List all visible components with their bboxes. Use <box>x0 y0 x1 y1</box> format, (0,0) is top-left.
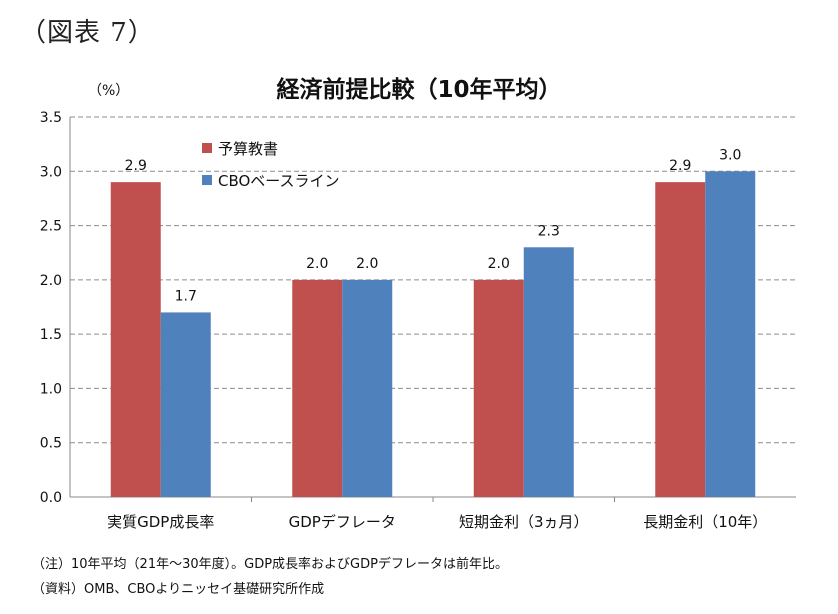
y-tick-label: 2.0 <box>40 273 62 289</box>
y-tick-label: 1.5 <box>40 327 62 343</box>
data-label: 2.0 <box>306 256 328 272</box>
data-label: 2.9 <box>125 158 147 174</box>
legend-label-cbo: CBOベースライン <box>218 172 340 190</box>
legend-swatch-budget <box>202 143 212 153</box>
bar-budget <box>655 182 706 497</box>
figure-label: （図表 7） <box>20 18 155 48</box>
y-tick-label: 2.5 <box>40 219 62 235</box>
data-label: 3.0 <box>719 147 741 163</box>
bar-cbo <box>523 247 574 497</box>
bar-cbo <box>160 312 211 497</box>
footnote-source: （資料）OMB、CBOよりニッセイ基礎研究所作成 <box>32 582 325 597</box>
footnotes: （注）10年平均（21年～30年度）。GDP成長率およびGDPデフレータは前年比… <box>32 552 508 602</box>
data-label: 2.9 <box>669 158 691 174</box>
x-tick-label: 実質GDP成長率 <box>107 513 214 531</box>
chart-title: 経済前提比較（10年平均） <box>276 77 562 103</box>
legend-swatch-cbo <box>202 175 212 185</box>
y-tick-label: 0.5 <box>40 436 62 452</box>
data-label: 2.3 <box>538 223 560 239</box>
data-label: 1.7 <box>175 288 197 304</box>
legend-label-budget: 予算教書 <box>218 140 278 158</box>
y-tick-label: 3.5 <box>40 110 62 126</box>
bar-cbo <box>342 279 393 497</box>
data-label: 2.0 <box>356 256 378 272</box>
bar-budget <box>110 182 161 497</box>
bar-budget <box>292 279 343 497</box>
x-tick-label: 短期金利（3ヵ月） <box>459 513 589 531</box>
y-tick-label: 0.0 <box>40 490 62 506</box>
footnote-note: （注）10年平均（21年～30年度）。GDP成長率およびGDPデフレータは前年比… <box>32 557 508 572</box>
x-tick-label: GDPデフレータ <box>289 513 396 531</box>
data-label: 2.0 <box>488 256 510 272</box>
y-axis-unit-label: （%） <box>88 83 130 99</box>
y-tick-label: 3.0 <box>40 164 62 180</box>
bar-cbo <box>705 171 756 498</box>
x-tick-label: 長期金利（10年） <box>643 513 767 531</box>
bar-budget <box>473 279 524 497</box>
y-tick-label: 1.0 <box>40 381 62 397</box>
